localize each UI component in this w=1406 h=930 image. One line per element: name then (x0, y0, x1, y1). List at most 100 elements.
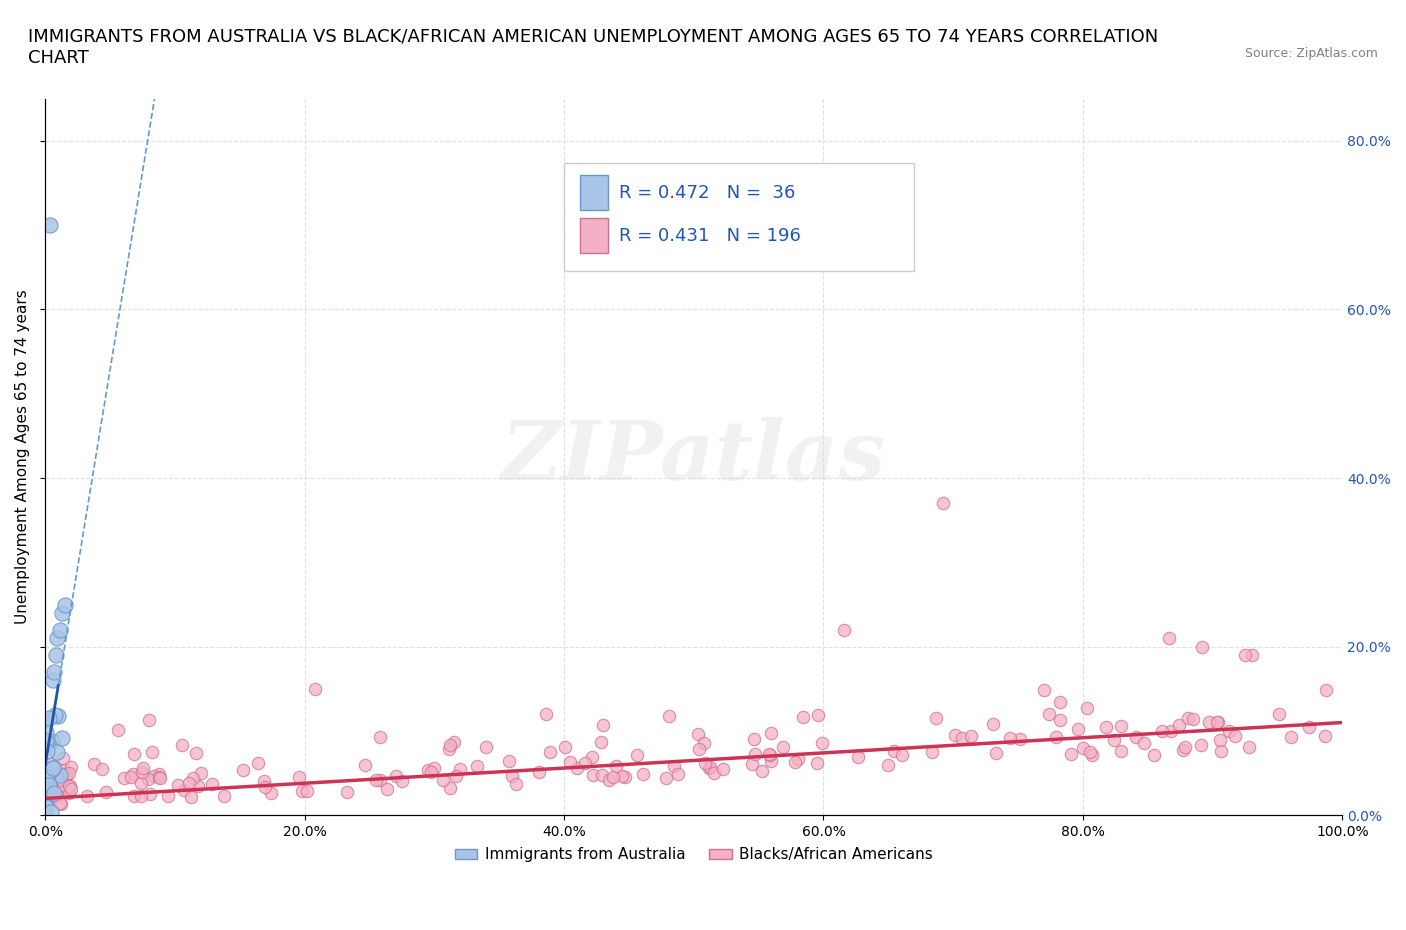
Point (1143, 748, 1166, 763)
Point (1211, 744, 1233, 759)
Point (55, 767, 77, 782)
Point (806, 756, 828, 771)
Point (449, 762, 471, 777)
Point (1167, 717, 1189, 732)
Point (44, 707, 66, 722)
Point (984, 746, 1007, 761)
Point (49, 797, 72, 812)
Point (190, 765, 212, 780)
Point (1225, 729, 1247, 744)
Point (38, 775, 60, 790)
Point (34, 711, 56, 726)
Point (35, 778, 58, 793)
Point (122, 766, 145, 781)
Point (1010, 732, 1032, 747)
Point (554, 740, 576, 755)
Point (354, 758, 377, 773)
Point (41, 779, 63, 794)
Point (35, 795, 58, 810)
Point (1033, 682, 1056, 697)
Point (295, 784, 318, 799)
Point (53, 597, 76, 612)
Point (46, 789, 69, 804)
Point (1237, 739, 1260, 754)
Point (60, 781, 83, 796)
Point (1191, 737, 1213, 752)
Point (37, 795, 59, 810)
Point (688, 741, 710, 756)
Point (38, 711, 60, 725)
Point (181, 771, 204, 786)
Point (1206, 714, 1229, 729)
Point (44, 665, 66, 680)
Text: Source: ZipAtlas.com: Source: ZipAtlas.com (1244, 46, 1378, 60)
FancyBboxPatch shape (564, 163, 914, 271)
Point (432, 773, 454, 788)
Point (1240, 647, 1263, 662)
Point (122, 747, 145, 762)
Point (626, 748, 648, 763)
Point (1234, 647, 1257, 662)
Point (1076, 700, 1098, 715)
Point (55, 768, 77, 783)
Point (129, 789, 152, 804)
Point (148, 766, 170, 781)
Point (1160, 724, 1182, 738)
Point (1045, 730, 1067, 745)
Point (368, 729, 391, 744)
Point (1174, 739, 1197, 754)
Point (1181, 711, 1204, 726)
Point (49, 767, 72, 782)
Point (1267, 707, 1289, 722)
Point (39, 756, 62, 771)
Point (48, 622, 70, 637)
Point (48, 796, 70, 811)
Point (832, 622, 855, 637)
Point (465, 759, 488, 774)
Point (613, 769, 636, 784)
Point (46, 774, 69, 789)
Point (1078, 745, 1101, 760)
Point (129, 776, 152, 790)
Point (156, 788, 179, 803)
Point (44, 789, 66, 804)
Point (697, 760, 720, 775)
Point (291, 783, 314, 798)
Point (120, 770, 142, 785)
Point (51, 730, 73, 745)
Point (42, 673, 65, 688)
Point (149, 770, 172, 785)
Point (423, 761, 446, 776)
Point (1111, 744, 1133, 759)
Point (35, 734, 58, 749)
Point (1133, 736, 1156, 751)
Point (1038, 707, 1060, 722)
Point (53, 763, 76, 777)
Point (699, 760, 721, 775)
Point (42, 761, 65, 776)
Text: R = 0.431   N = 196: R = 0.431 N = 196 (619, 227, 800, 245)
Point (304, 682, 326, 697)
Point (1313, 728, 1336, 743)
Point (1125, 730, 1147, 745)
Point (501, 768, 523, 783)
Point (505, 777, 527, 791)
Point (592, 717, 614, 732)
Point (602, 769, 624, 784)
Point (744, 747, 766, 762)
Text: R = 0.472   N =  36: R = 0.472 N = 36 (619, 183, 794, 202)
Point (148, 769, 170, 784)
Point (260, 785, 283, 800)
Point (538, 745, 561, 760)
Point (90, 762, 112, 777)
Point (443, 735, 465, 750)
Point (787, 751, 810, 766)
Point (662, 758, 685, 773)
Point (39, 805, 62, 820)
Point (45, 647, 67, 662)
Y-axis label: Unemployment Among Ages 65 to 74 years: Unemployment Among Ages 65 to 74 years (15, 289, 30, 624)
Point (35, 766, 58, 781)
Point (658, 709, 681, 724)
Point (1208, 732, 1230, 747)
Point (391, 774, 413, 789)
